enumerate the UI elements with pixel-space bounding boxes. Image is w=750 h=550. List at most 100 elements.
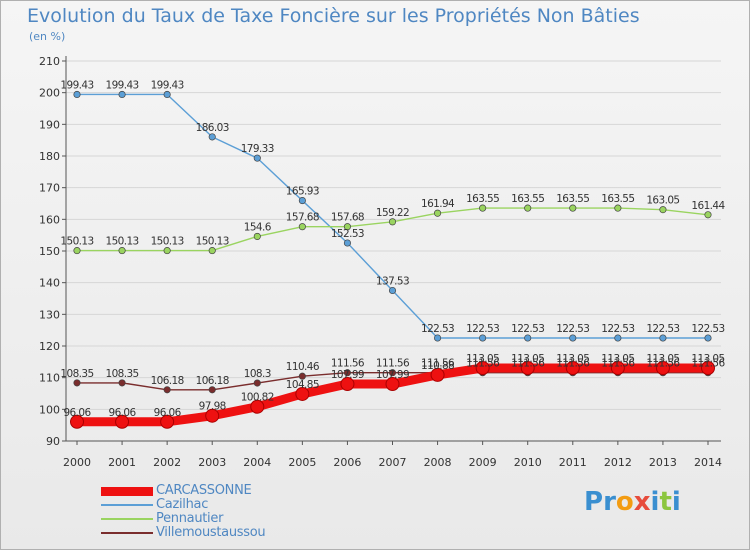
data-label: 107.99: [331, 369, 364, 381]
y-tick-label: 100: [39, 403, 60, 416]
logo-letter: t: [659, 487, 672, 517]
y-tick-label: 120: [39, 340, 60, 353]
x-tick-label: 2005: [288, 456, 316, 469]
data-point: [118, 90, 126, 99]
chart-legend: CARCASSONNE Cazilhac Pennautier Villemousta…: [101, 484, 266, 540]
logo-letter: P: [584, 487, 604, 517]
data-label: 111.56: [691, 358, 725, 370]
data-point: [163, 386, 171, 394]
legend-swatch: [101, 486, 153, 496]
y-tick-label: 200: [39, 87, 60, 100]
y-tick-label: 210: [39, 55, 60, 68]
legend-label: Pennautier: [156, 511, 224, 526]
data-point: [343, 223, 351, 231]
legend-label: Cazilhac: [156, 497, 209, 512]
data-point: [701, 361, 715, 376]
x-tick-label: 2009: [469, 456, 497, 469]
y-tick-label: 110: [39, 372, 60, 385]
logo-letter: x: [633, 487, 651, 517]
data-label: 111.56: [601, 358, 635, 370]
data-label: 163.55: [511, 193, 544, 205]
data-point: [434, 209, 442, 217]
logo-letter: o: [615, 487, 634, 517]
x-tick-label: 2003: [198, 456, 226, 469]
data-point: [343, 369, 351, 377]
data-label: 122.53: [466, 323, 499, 335]
x-tick-label: 2013: [649, 456, 677, 469]
y-tick-label: 90: [46, 435, 60, 448]
data-point: [163, 90, 171, 99]
legend-swatch: [101, 518, 153, 520]
data-point: [659, 206, 667, 214]
data-label: 122.53: [646, 323, 679, 335]
x-tick-label: 2006: [333, 456, 361, 469]
data-label: 107.99: [376, 369, 409, 381]
y-tick-label: 140: [39, 277, 60, 290]
data-label: 150.13: [106, 236, 139, 248]
data-label: 150.13: [60, 236, 93, 248]
logo-letter: i: [671, 487, 681, 517]
logo-letter: i: [650, 487, 660, 517]
data-label: 110.88: [421, 360, 454, 372]
data-point: [118, 247, 126, 255]
data-point: [704, 334, 712, 342]
data-label: 110.46: [286, 361, 320, 373]
y-tick-label: 180: [39, 150, 60, 163]
data-point: [388, 369, 397, 377]
x-tick-label: 2012: [604, 456, 632, 469]
y-tick-label: 190: [39, 118, 60, 131]
x-tick-label: 2002: [153, 456, 181, 469]
x-tick-label: 2008: [424, 456, 452, 469]
data-label: 163.55: [601, 193, 634, 205]
data-point: [614, 334, 622, 342]
data-point: [430, 367, 445, 382]
data-label: 113.05: [646, 353, 679, 365]
chart-title: Evolution du Taux de Taxe Foncière sur l…: [27, 5, 640, 27]
data-label: 96.06: [109, 407, 137, 419]
data-label: 137.53: [376, 275, 409, 287]
data-point: [569, 204, 577, 212]
data-point: [160, 414, 175, 429]
data-label: 159.22: [376, 207, 409, 219]
data-point: [385, 377, 400, 392]
data-label: 111.56: [646, 358, 680, 370]
data-label: 179.33: [241, 143, 274, 155]
legend-label: CARCASSONNE: [156, 483, 252, 498]
data-label: 161.94: [421, 198, 455, 210]
data-label: 150.13: [196, 236, 229, 248]
legend-item: CARCASSONNE: [101, 484, 265, 498]
data-label: 161.44: [691, 200, 725, 212]
data-point: [298, 372, 306, 380]
data-point: [208, 133, 216, 141]
data-label: 199.43: [151, 79, 184, 91]
data-point: [614, 204, 622, 212]
legend-item: Pennautier: [101, 512, 265, 526]
data-point: [205, 408, 220, 423]
data-point: [163, 247, 171, 255]
data-label: 113.05: [691, 353, 724, 365]
data-label: 96.06: [154, 407, 182, 419]
data-point: [659, 334, 667, 342]
data-point: [115, 414, 130, 429]
data-point: [208, 247, 216, 255]
x-tick-label: 2001: [108, 456, 136, 469]
data-point: [343, 239, 351, 247]
data-label: 111.56: [511, 358, 545, 370]
legend-item: Villemoustaussou: [101, 526, 266, 540]
x-tick-label: 2004: [243, 456, 271, 469]
data-label: 157.68: [286, 212, 319, 224]
data-label: 111.56: [331, 358, 365, 370]
data-label: 113.05: [601, 353, 634, 365]
data-point: [479, 334, 487, 342]
data-point: [118, 379, 126, 387]
data-label: 108.35: [60, 368, 93, 380]
data-point: [253, 154, 261, 162]
data-label: 122.53: [691, 323, 724, 335]
data-point: [340, 377, 355, 392]
data-label: 104.85: [286, 379, 319, 391]
data-label: 100.82: [241, 392, 274, 404]
data-point: [565, 361, 580, 376]
data-label: 113.05: [511, 353, 544, 365]
data-point: [253, 379, 261, 387]
